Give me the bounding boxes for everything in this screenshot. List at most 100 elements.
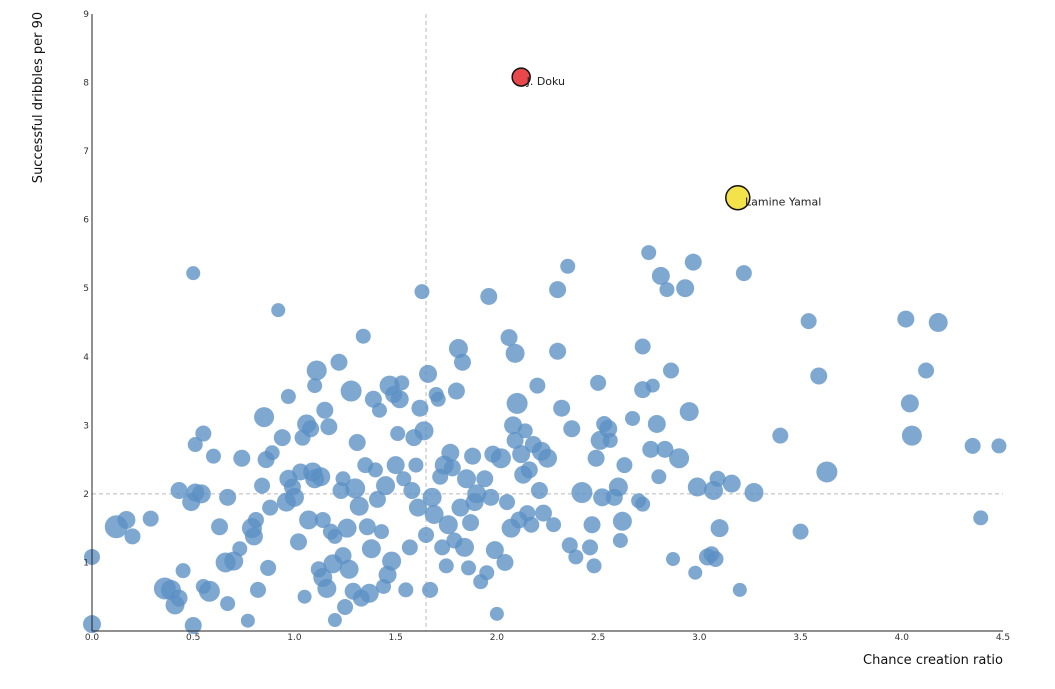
player-point <box>722 474 741 493</box>
player-point <box>506 431 524 449</box>
player-point <box>679 402 699 422</box>
player-point <box>662 362 679 379</box>
player-point <box>517 423 533 439</box>
player-point <box>608 477 628 497</box>
y-tick-label: 8 <box>83 79 89 89</box>
player-point <box>337 518 357 538</box>
player-point <box>184 617 202 635</box>
player-point <box>625 410 641 426</box>
player-point <box>647 414 666 433</box>
player-point <box>430 391 446 407</box>
player-point <box>538 448 557 468</box>
reference-lines <box>92 14 1003 631</box>
player-point <box>523 516 540 533</box>
player-point <box>297 589 312 604</box>
player-point <box>659 282 675 298</box>
player-point <box>571 482 593 504</box>
player-point <box>530 481 548 499</box>
player-point <box>403 481 421 499</box>
y-tick-label: 6 <box>83 216 89 226</box>
player-point <box>453 353 471 371</box>
x-tick-label: 3.0 <box>692 633 707 643</box>
player-point <box>709 470 726 487</box>
player-point <box>262 499 279 516</box>
player-point <box>359 583 379 603</box>
player-point <box>485 541 504 560</box>
player-point <box>964 437 981 454</box>
x-tick-label: 1.0 <box>287 633 302 643</box>
player-point <box>376 476 396 496</box>
player-point <box>490 448 511 469</box>
player-point <box>386 456 405 475</box>
highlight-label-lamine-yamal: Lamine Yamal <box>745 196 821 209</box>
player-point <box>438 558 454 574</box>
player-point <box>635 496 651 512</box>
player-point <box>316 401 334 419</box>
player-point <box>361 539 381 559</box>
player-point <box>476 470 494 488</box>
player-point <box>419 364 438 383</box>
player-point <box>191 484 211 504</box>
player-point <box>792 523 809 540</box>
player-point <box>414 284 430 300</box>
player-point <box>669 448 690 469</box>
player-point <box>320 418 338 436</box>
player-point <box>339 559 359 579</box>
player-point <box>447 382 465 400</box>
player-point <box>901 425 922 446</box>
x-axis-title: Chance creation ratio <box>863 653 1003 668</box>
player-point <box>205 448 221 464</box>
player-point <box>666 552 681 567</box>
player-point <box>373 524 389 540</box>
player-point <box>170 481 188 499</box>
player-point <box>368 490 386 508</box>
player-point <box>408 457 424 473</box>
player-point <box>424 504 444 524</box>
player-point <box>642 440 660 458</box>
player-point <box>142 510 159 527</box>
y-axis-title: Successful dribbles per 90 <box>31 12 46 183</box>
player-point <box>560 258 576 274</box>
player-point <box>220 596 236 612</box>
player-point <box>408 498 427 517</box>
player-point <box>349 496 369 516</box>
x-tick-label: 2.5 <box>591 633 605 643</box>
player-point <box>800 313 817 330</box>
player-point <box>506 392 528 414</box>
x-tick-label: 1.5 <box>389 633 403 643</box>
player-point <box>302 420 320 438</box>
player-point <box>928 313 948 332</box>
player-point <box>247 511 264 528</box>
ticks-layer: 0.0 0.5 1.0 1.5 2.0 2.5 3.0 3.5 4.0 4.5 1 2 3 4 5 6 7 8 9 <box>83 10 1010 643</box>
player-point <box>448 339 468 359</box>
player-point <box>991 438 1007 454</box>
player-point <box>330 353 348 371</box>
player-point <box>355 328 371 344</box>
player-point <box>529 377 546 394</box>
player-point <box>918 362 935 379</box>
player-point <box>583 516 601 534</box>
player-point <box>744 483 764 503</box>
player-point <box>240 613 255 628</box>
player-point <box>645 378 660 393</box>
player-point <box>687 477 707 497</box>
player-point <box>367 462 383 478</box>
player-point <box>335 471 351 487</box>
player-point <box>396 471 412 487</box>
player-point <box>586 558 602 574</box>
player-point <box>500 329 518 347</box>
player-point <box>289 533 307 551</box>
player-point <box>587 449 605 467</box>
player-point <box>422 487 442 507</box>
player-point <box>816 461 838 483</box>
player-point <box>311 467 331 487</box>
player-point <box>651 266 670 285</box>
x-tick-label: 2.0 <box>490 633 505 643</box>
player-point <box>327 528 343 544</box>
player-point <box>306 360 327 381</box>
player-point <box>462 514 480 532</box>
y-tick-label: 5 <box>83 284 89 294</box>
player-point <box>332 481 350 499</box>
player-point <box>299 510 319 530</box>
